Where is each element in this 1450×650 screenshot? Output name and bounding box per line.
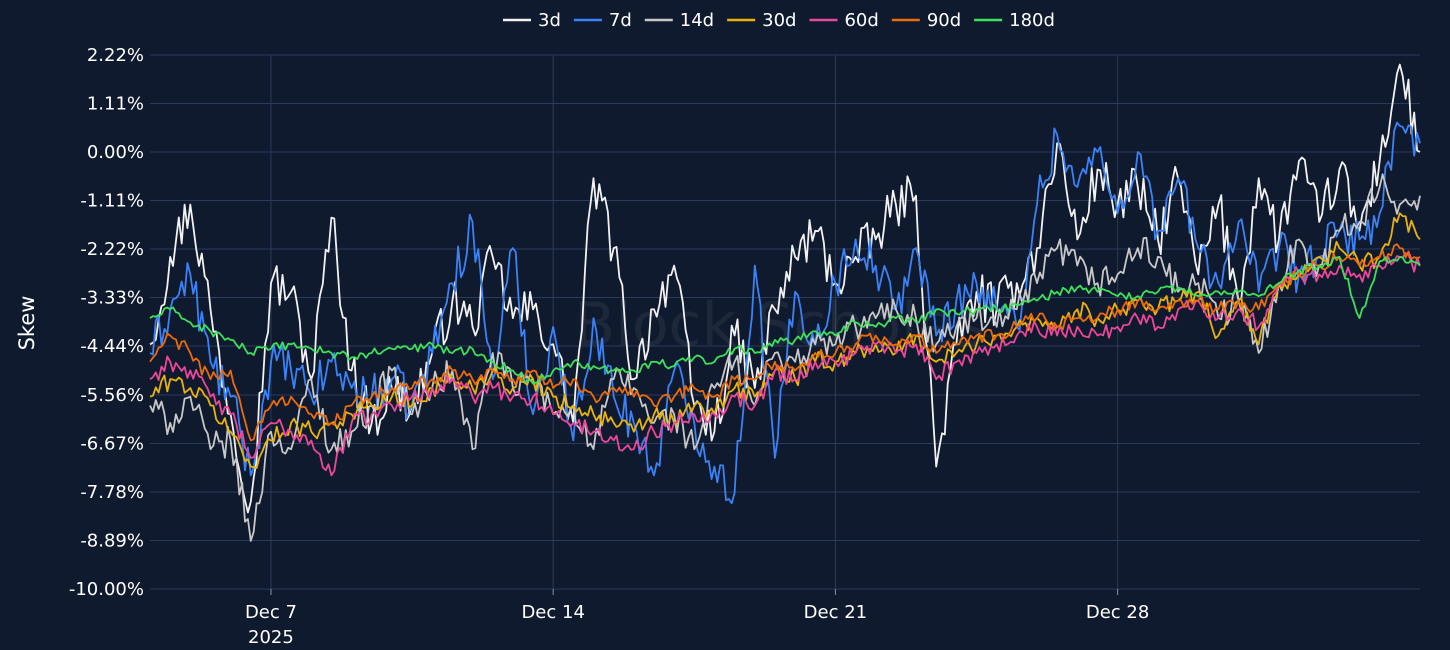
legend-label: 14d xyxy=(680,10,714,31)
x-tick-label: Dec 28 xyxy=(1086,602,1149,623)
y-tick-label: -4.44% xyxy=(80,336,144,357)
y-tick-label: -2.22% xyxy=(80,239,144,260)
y-tick-label: -8.89% xyxy=(80,530,144,551)
y-tick-label: 0.00% xyxy=(87,142,144,163)
series-line-3d xyxy=(149,63,1421,514)
legend-label: 30d xyxy=(762,10,796,31)
series-line-180d xyxy=(149,255,1421,385)
legend-label: 3d xyxy=(538,10,561,31)
series-line-90d xyxy=(149,243,1421,442)
y-tick-label: -6.67% xyxy=(80,433,144,454)
legend-item-180d: 180d xyxy=(974,10,1055,31)
x-tick-label: Dec 21 xyxy=(804,602,867,623)
grid xyxy=(150,54,1420,590)
y-tick-label: 2.22% xyxy=(87,45,144,66)
series-line-7d xyxy=(149,121,1421,505)
y-tick-label: -10.00% xyxy=(69,579,144,600)
x-tick-label: Dec 14 xyxy=(521,602,584,623)
legend-item-60d: 60d xyxy=(809,10,879,31)
y-axis: 2.22% 1.11% 0.00% -1.11% -2.22% -3.33% -4.44% -… xyxy=(69,45,144,600)
y-tick-label: -7.78% xyxy=(80,482,144,503)
series-lines xyxy=(149,63,1421,542)
legend-label: 60d xyxy=(844,10,878,31)
legend-item-30d: 30d xyxy=(727,10,796,31)
x-axis: Dec 7 2025 Dec 14 Dec 21 Dec 28 xyxy=(245,589,1149,648)
y-tick-label: 1.11% xyxy=(87,94,144,115)
y-tick-label: -1.11% xyxy=(80,191,144,212)
x-tick-label: Dec 7 xyxy=(245,602,297,623)
y-tick-label: -5.56% xyxy=(80,385,144,406)
legend: 3d 7d 14d 30d 60d 90d 180d xyxy=(503,10,1055,31)
legend-label: 7d xyxy=(609,10,632,31)
y-axis-title: Skew xyxy=(15,296,39,351)
legend-item-90d: 90d xyxy=(891,10,961,31)
y-tick-label: -3.33% xyxy=(80,288,144,309)
legend-label: 180d xyxy=(1009,10,1055,31)
legend-item-7d: 7d xyxy=(573,10,632,31)
legend-label: 90d xyxy=(927,10,961,31)
series-line-60d xyxy=(149,252,1421,477)
legend-item-14d: 14d xyxy=(644,10,714,31)
x-tick-year-label: 2025 xyxy=(248,627,294,648)
legend-item-3d: 3d xyxy=(503,10,561,31)
